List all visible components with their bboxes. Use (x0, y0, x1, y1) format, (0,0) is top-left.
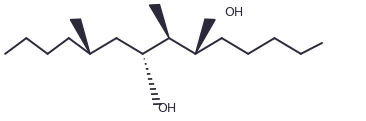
Text: OH: OH (157, 102, 176, 115)
Text: OH: OH (225, 6, 244, 19)
Polygon shape (195, 19, 215, 54)
Polygon shape (70, 19, 90, 54)
Polygon shape (149, 5, 169, 38)
